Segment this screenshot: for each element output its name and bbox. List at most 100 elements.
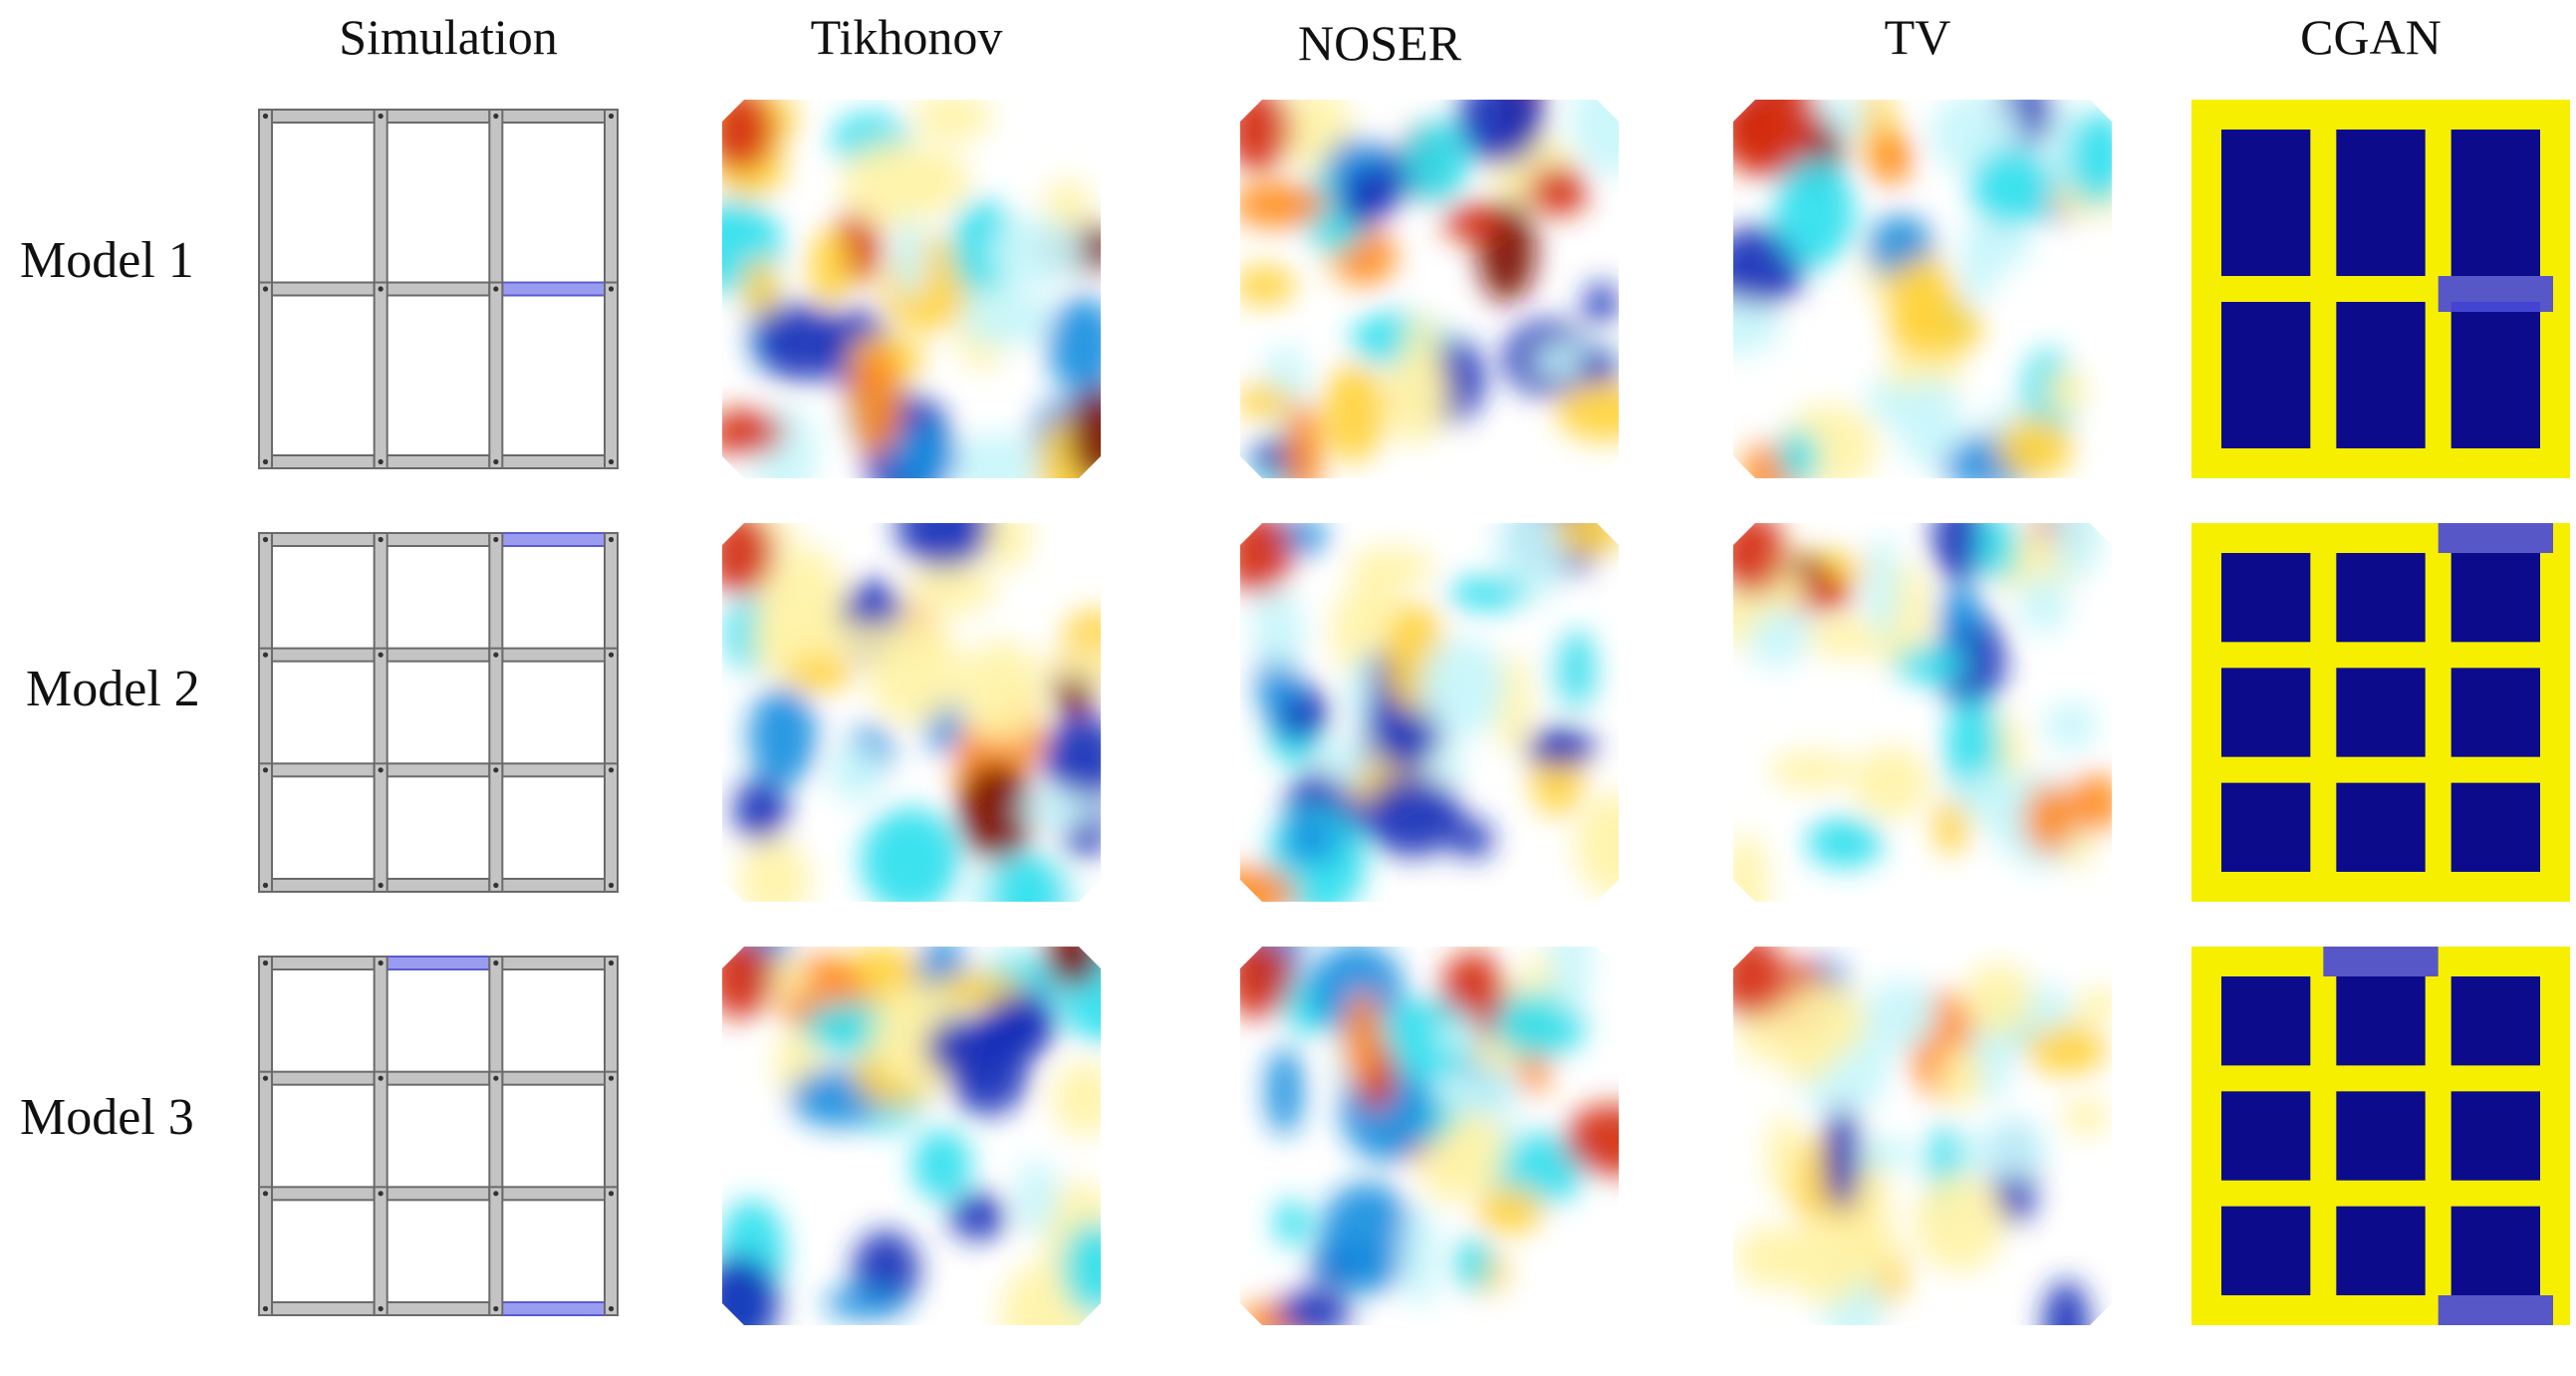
wall-segment bbox=[373, 454, 504, 469]
electrode-marker bbox=[378, 458, 384, 465]
cgan-cell bbox=[2221, 130, 2311, 276]
conductivity-increase-blob bbox=[1240, 383, 1292, 419]
conductivity-decrease-blob bbox=[1015, 1158, 1058, 1235]
row-label-model-1: Model 1 bbox=[20, 232, 194, 289]
cgan-cell bbox=[2336, 130, 2426, 276]
wall-segment bbox=[258, 878, 388, 893]
tikhonov-image bbox=[722, 947, 1101, 1325]
conductivity-increase-blob bbox=[866, 615, 963, 725]
panel-tikhonov-model-2 bbox=[722, 523, 1101, 902]
wall-segment bbox=[373, 762, 504, 778]
panel-cgan-model-1 bbox=[2191, 100, 2570, 478]
conductivity-decrease-blob bbox=[1806, 817, 1883, 868]
cgan-cell bbox=[2450, 1206, 2540, 1295]
wall-segment bbox=[258, 532, 388, 547]
wall-segment bbox=[488, 109, 619, 124]
electrode-marker bbox=[493, 286, 499, 292]
conductivity-increase-blob bbox=[1869, 131, 1913, 185]
conductivity-decrease-blob bbox=[1274, 1199, 1310, 1246]
conductivity-decrease-blob bbox=[1865, 979, 1937, 1050]
conductivity-decrease-blob bbox=[1276, 1289, 1351, 1325]
panel-simulation-model-1 bbox=[249, 100, 628, 478]
conductivity-decrease-blob bbox=[1960, 216, 2001, 301]
wall-segment bbox=[373, 1070, 388, 1202]
conductivity-increase-blob bbox=[1964, 962, 2033, 1038]
electrode-marker bbox=[378, 1075, 384, 1081]
noser-image bbox=[1240, 947, 1619, 1325]
conductivity-increase-blob bbox=[1888, 298, 1982, 359]
conductivity-decrease-blob bbox=[756, 304, 848, 382]
cgan-cell bbox=[2336, 976, 2426, 1066]
wall-segment bbox=[258, 281, 273, 469]
conductivity-increase-blob bbox=[2023, 783, 2075, 855]
cgan-cell bbox=[2450, 976, 2540, 1066]
panel-cgan-model-3 bbox=[2191, 947, 2570, 1325]
conductivity-increase-blob bbox=[1575, 792, 1619, 897]
wall-segment bbox=[604, 532, 619, 663]
wall-segment bbox=[488, 956, 504, 1086]
conductivity-decrease-blob bbox=[722, 1255, 779, 1325]
wall-segment bbox=[373, 109, 388, 297]
wall-segment bbox=[373, 532, 388, 663]
conductivity-increase-blob bbox=[958, 641, 1045, 742]
wall-segment bbox=[488, 1186, 504, 1316]
conductivity-decrease-blob bbox=[989, 217, 1085, 288]
conductivity-increase-blob bbox=[1322, 363, 1386, 463]
conductivity-increase-blob bbox=[1070, 380, 1101, 478]
conductivity-decrease-blob bbox=[861, 807, 960, 902]
cgan-cell bbox=[2336, 1091, 2426, 1181]
conductivity-decrease-blob bbox=[1969, 147, 2055, 227]
noser-image bbox=[1240, 523, 1619, 902]
panel-noser-model-3 bbox=[1240, 947, 1619, 1325]
conductivity-decrease-blob bbox=[1319, 1182, 1415, 1293]
panel-noser-model-2 bbox=[1240, 523, 1619, 902]
conductivity-increase-blob bbox=[1240, 182, 1328, 228]
electrode-marker bbox=[608, 1191, 615, 1197]
wall-segment bbox=[258, 109, 388, 124]
conductivity-decrease-blob bbox=[1895, 378, 1963, 467]
conductivity-increase-blob bbox=[809, 229, 852, 305]
electrode-marker bbox=[493, 1305, 499, 1312]
electrode-marker bbox=[608, 1075, 615, 1081]
electrode-marker bbox=[262, 882, 269, 889]
conductivity-decrease-blob bbox=[897, 523, 992, 570]
column-header-tv: TV bbox=[1884, 9, 1951, 65]
tikhonov-image bbox=[722, 100, 1101, 478]
conductivity-increase-blob bbox=[1789, 1213, 1865, 1305]
conductivity-decrease-blob bbox=[1438, 1016, 1482, 1053]
conductivity-decrease-blob bbox=[828, 742, 884, 803]
conductivity-increase-blob bbox=[1766, 1114, 1802, 1201]
wall-segment bbox=[258, 762, 273, 893]
wall-segment bbox=[488, 109, 504, 297]
cgan-damage-region bbox=[2438, 1295, 2553, 1325]
conductivity-increase-blob bbox=[1283, 401, 1321, 478]
simulation-image bbox=[258, 532, 619, 893]
wall-segment bbox=[258, 647, 388, 663]
wall-segment bbox=[258, 956, 388, 970]
wall-segment bbox=[373, 647, 388, 778]
row-label-model-3: Model 3 bbox=[20, 1089, 194, 1146]
conductivity-increase-blob bbox=[1240, 265, 1296, 306]
conductivity-decrease-blob bbox=[1977, 523, 2019, 582]
conductivity-increase-blob bbox=[787, 654, 854, 692]
wall-segment bbox=[258, 281, 388, 297]
conductivity-decrease-blob bbox=[1450, 820, 1493, 859]
panel-tv-model-2 bbox=[1733, 523, 2112, 902]
conductivity-increase-blob bbox=[980, 523, 1031, 569]
electrode-marker bbox=[378, 1191, 384, 1197]
electrode-marker bbox=[608, 767, 615, 773]
conductivity-increase-blob bbox=[906, 563, 996, 615]
conductivity-decrease-blob bbox=[1526, 726, 1596, 767]
electrode-marker bbox=[262, 1305, 269, 1312]
conductivity-increase-blob bbox=[1044, 947, 1101, 987]
conductivity-decrease-blob bbox=[2044, 701, 2098, 751]
electrode-marker bbox=[262, 1191, 269, 1197]
electrode-marker bbox=[378, 113, 384, 120]
electrode-marker bbox=[378, 767, 384, 773]
conductivity-decrease-blob bbox=[733, 778, 788, 843]
conductivity-decrease-blob bbox=[951, 433, 1040, 478]
conductivity-decrease-blob bbox=[1338, 168, 1394, 228]
conductivity-increase-blob bbox=[1564, 1104, 1619, 1176]
electrode-marker bbox=[378, 536, 384, 543]
conductivity-decrease-blob bbox=[1733, 300, 1782, 355]
